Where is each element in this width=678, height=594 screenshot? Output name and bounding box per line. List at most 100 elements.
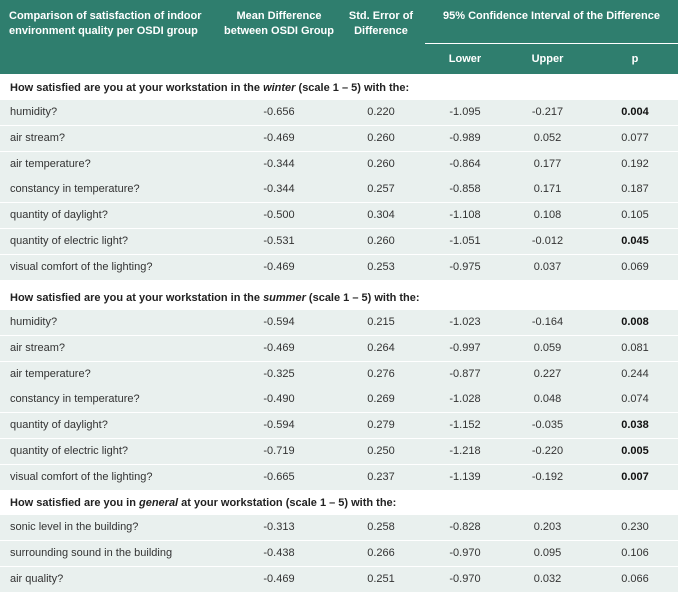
cell-mean: -0.325 xyxy=(263,368,295,380)
cell-lower: -0.858 xyxy=(449,183,481,195)
cell-p: 0.187 xyxy=(621,183,649,195)
table-header: Comparison of satisfaction of indoor env… xyxy=(0,0,678,74)
table-row: humidity? -0.594 0.215 -1.023 -0.164 0.008 xyxy=(0,310,678,335)
table-row: air quality? -0.469 0.251 -0.970 0.032 0.066 xyxy=(0,567,678,592)
cell-mean: -0.719 xyxy=(263,445,295,457)
table-row: air temperature? -0.344 0.260 -0.864 0.177 0.… xyxy=(0,152,678,177)
section-title: How satisfied are you at your workstatio… xyxy=(10,75,409,101)
cell-upper: 0.059 xyxy=(533,342,562,354)
cell-std-error: 0.237 xyxy=(367,471,395,483)
table-row: sonic level in the building? -0.313 0.258 -… xyxy=(0,515,678,540)
section-title-text: How satisfied are you in xyxy=(10,497,139,509)
cell-p: 0.077 xyxy=(621,132,649,144)
cell-lower: -0.970 xyxy=(449,547,481,559)
section-title-text: How satisfied are you at your workstatio… xyxy=(10,292,264,304)
cell-mean: -0.490 xyxy=(263,393,295,405)
table-row: humidity? -0.656 0.220 -1.095 -0.217 0.004 xyxy=(0,100,678,125)
cell-std-error: 0.250 xyxy=(367,445,395,457)
cell-upper: 0.095 xyxy=(533,547,562,559)
cell-lower: -1.028 xyxy=(449,393,481,405)
cell-std-error: 0.253 xyxy=(367,261,395,273)
table-row: quantity of electric light? -0.719 0.250 -1… xyxy=(0,439,678,464)
cell-lower: -1.108 xyxy=(449,209,481,221)
cell-lower: -0.828 xyxy=(449,521,481,533)
cell-upper: -0.217 xyxy=(531,106,564,118)
cell-std-error: 0.269 xyxy=(367,393,395,405)
cell-upper: -0.192 xyxy=(531,471,564,483)
cell-std-error: 0.257 xyxy=(367,183,395,195)
cell-upper: 0.052 xyxy=(533,132,562,144)
cell-p: 0.007 xyxy=(621,471,649,483)
table-row: air stream? -0.469 0.260 -0.989 0.052 0.077 xyxy=(0,126,678,151)
table-row: quantity of daylight? -0.500 0.304 -1.108 0.… xyxy=(0,203,678,228)
row-label: visual comfort of the lighting? xyxy=(10,471,153,483)
cell-p: 0.008 xyxy=(621,316,649,328)
header-divider xyxy=(425,43,678,44)
cell-std-error: 0.220 xyxy=(367,106,395,118)
cell-lower: -1.152 xyxy=(449,419,481,431)
table-row: air stream? -0.469 0.264 -0.997 0.059 0.081 xyxy=(0,336,678,361)
cell-std-error: 0.279 xyxy=(367,419,395,431)
cell-p: 0.244 xyxy=(621,368,649,380)
cell-lower: -0.877 xyxy=(449,368,481,380)
cell-std-error: 0.260 xyxy=(367,235,395,247)
header-confidence-interval: 95% Confidence Interval of the Differenc… xyxy=(443,10,660,22)
cell-mean: -0.469 xyxy=(263,573,295,585)
header-std-error: Std. Error of Difference xyxy=(348,10,414,37)
row-label: air temperature? xyxy=(10,158,91,170)
cell-lower: -0.970 xyxy=(449,573,481,585)
cell-mean: -0.665 xyxy=(263,471,295,483)
cell-upper: 0.203 xyxy=(533,521,562,533)
cell-mean: -0.313 xyxy=(263,521,295,533)
cell-mean: -0.531 xyxy=(263,235,295,247)
cell-mean: -0.344 xyxy=(263,183,295,195)
table-row: constancy in temperature? -0.344 0.257 -0.8… xyxy=(0,177,678,202)
cell-upper: 0.108 xyxy=(533,209,562,221)
cell-upper: 0.037 xyxy=(533,261,562,273)
cell-lower: -1.051 xyxy=(449,235,481,247)
row-label: sonic level in the building? xyxy=(10,521,139,533)
row-label: quantity of electric light? xyxy=(10,445,129,457)
cell-p: 0.005 xyxy=(621,445,649,457)
cell-mean: -0.594 xyxy=(263,316,295,328)
table-row: visual comfort of the lighting? -0.665 0.2… xyxy=(0,465,678,490)
cell-lower: -0.989 xyxy=(449,132,481,144)
cell-mean: -0.594 xyxy=(263,419,295,431)
table-row: visual comfort of the lighting? -0.469 0.2… xyxy=(0,255,678,280)
section-title-text: (scale 1 – 5) with the: xyxy=(295,82,410,94)
cell-lower: -0.864 xyxy=(449,158,481,170)
header-upper: Upper xyxy=(531,53,564,65)
row-label: humidity? xyxy=(10,106,58,118)
row-label: air quality? xyxy=(10,573,64,585)
row-label: humidity? xyxy=(10,316,58,328)
section-title: How satisfied are you at your workstatio… xyxy=(10,285,420,311)
cell-lower: -1.139 xyxy=(449,471,481,483)
cell-upper: 0.032 xyxy=(533,573,562,585)
cell-std-error: 0.251 xyxy=(367,573,395,585)
cell-mean: -0.656 xyxy=(263,106,295,118)
cell-upper: 0.177 xyxy=(533,158,562,170)
cell-p: 0.066 xyxy=(621,573,649,585)
table-row: surrounding sound in the building -0.438 0… xyxy=(0,541,678,566)
table-row: constancy in temperature? -0.490 0.269 -1.0… xyxy=(0,387,678,412)
header-p: p xyxy=(631,53,639,65)
header-lower: Lower xyxy=(448,53,482,65)
cell-lower: -1.218 xyxy=(449,445,481,457)
row-label: air temperature? xyxy=(10,368,91,380)
cell-upper: 0.048 xyxy=(533,393,562,405)
row-label: quantity of daylight? xyxy=(10,419,108,431)
cell-mean: -0.438 xyxy=(263,547,295,559)
cell-p: 0.045 xyxy=(621,235,649,247)
cell-std-error: 0.260 xyxy=(367,132,395,144)
header-mean-difference: Mean Difference between OSDI Group xyxy=(223,10,334,37)
row-label: constancy in temperature? xyxy=(10,393,140,405)
cell-upper: -0.220 xyxy=(531,445,564,457)
cell-mean: -0.469 xyxy=(263,132,295,144)
row-label: quantity of electric light? xyxy=(10,235,129,247)
header-comparison: Comparison of satisfaction of indoor env… xyxy=(9,10,202,37)
cell-lower: -1.095 xyxy=(449,106,481,118)
section-title-text: How satisfied are you at your workstatio… xyxy=(10,82,264,94)
table-row: quantity of daylight? -0.594 0.279 -1.152 -0… xyxy=(0,413,678,438)
cell-mean: -0.344 xyxy=(263,158,295,170)
